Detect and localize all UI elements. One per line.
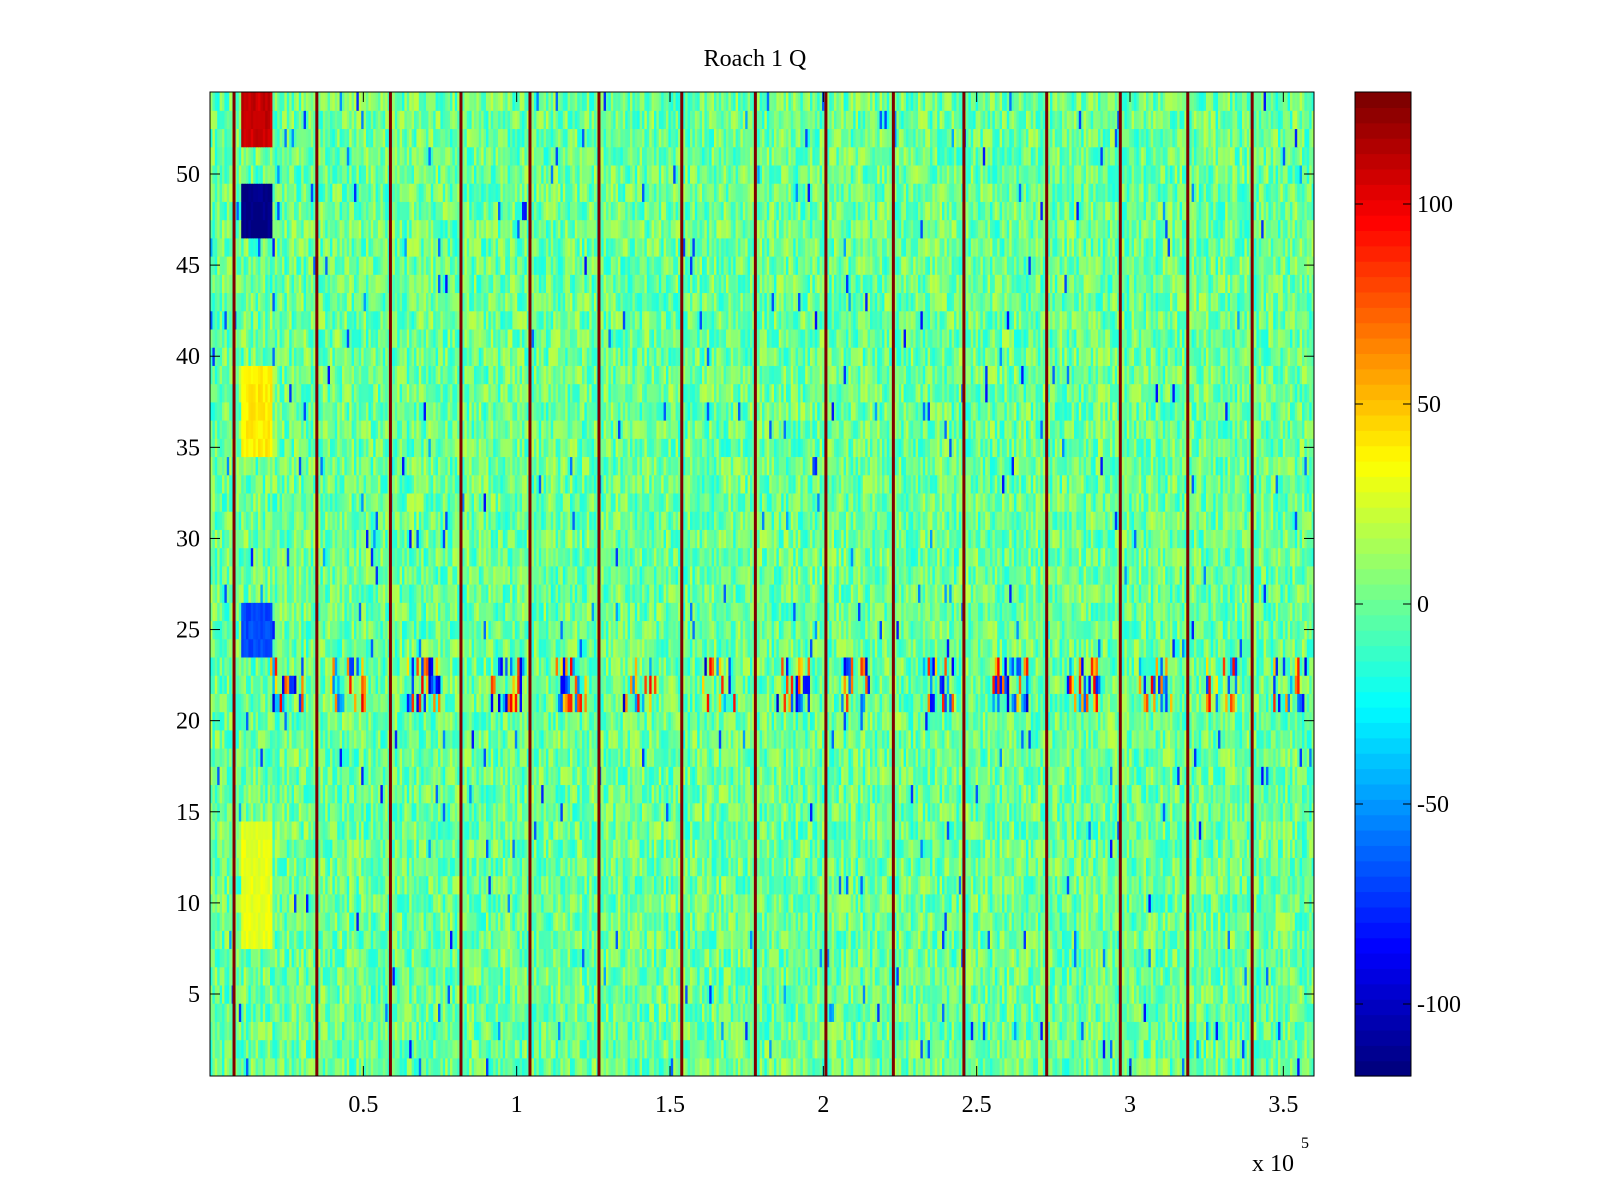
chart-title: Roach 1 Q (704, 46, 807, 72)
heatmap-cells (210, 92, 1315, 1077)
